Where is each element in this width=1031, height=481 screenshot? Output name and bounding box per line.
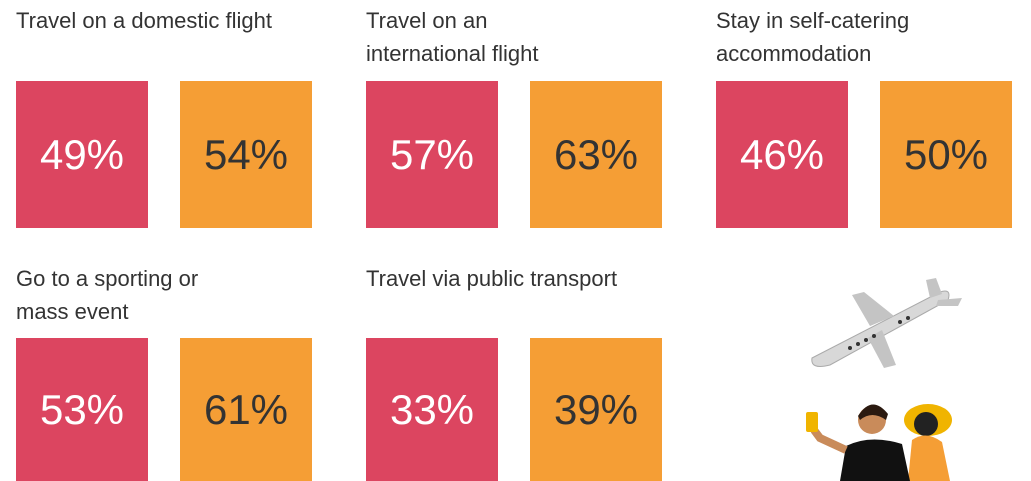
- label-line: Stay in self-catering: [716, 4, 909, 37]
- stat-value: 57%: [366, 81, 498, 228]
- travellers: [806, 404, 952, 481]
- stat-value: 46%: [716, 81, 848, 228]
- stat-value: 50%: [880, 81, 1012, 228]
- label-line: Travel on an: [366, 4, 538, 37]
- stat-value: 49%: [16, 81, 148, 228]
- label-line: international flight: [366, 37, 538, 70]
- stat-value: 54%: [180, 81, 312, 228]
- stat-value: 39%: [530, 338, 662, 481]
- stat-value: 33%: [366, 338, 498, 481]
- stat-value: 63%: [530, 81, 662, 228]
- label-line: accommodation: [716, 37, 909, 70]
- tile-label: Travel via public transport: [366, 262, 617, 295]
- tile-label: Travel on a domestic flight: [16, 4, 272, 37]
- infographic: Travel on a domestic flight 49%54% Travel …: [0, 0, 1031, 481]
- label-line: Go to a sporting or: [16, 262, 198, 295]
- label-line: mass event: [16, 295, 198, 328]
- travel-illustration: [790, 270, 970, 481]
- label-line: Travel on a domestic flight: [16, 4, 272, 37]
- label-line: Travel via public transport: [366, 262, 617, 295]
- airplane: [812, 278, 962, 368]
- stat-value: 61%: [180, 338, 312, 481]
- stat-value: 53%: [16, 338, 148, 481]
